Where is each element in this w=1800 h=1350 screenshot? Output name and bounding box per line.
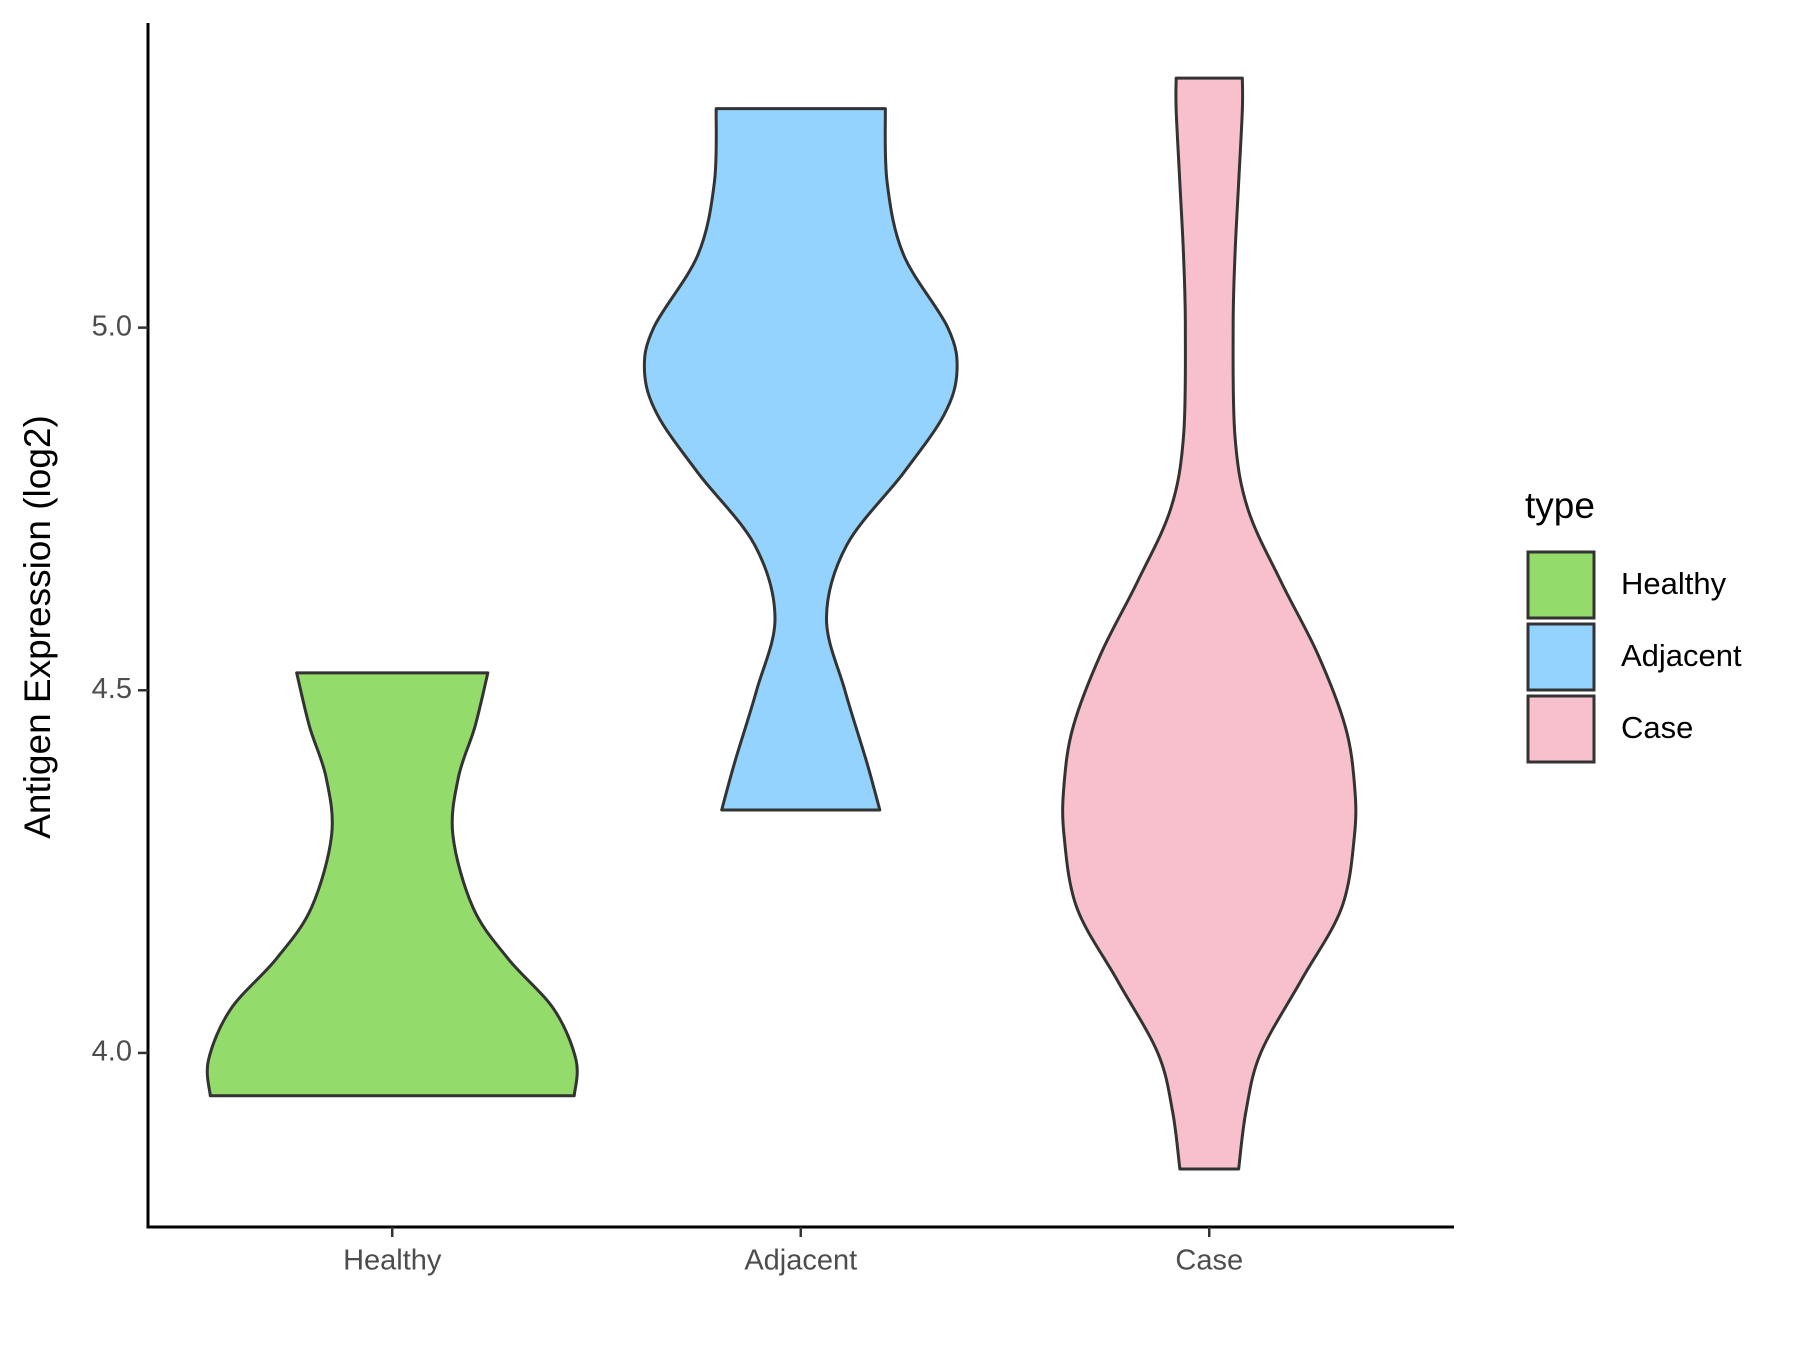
violin (1061, 76, 1358, 1171)
x-tick-label: Healthy (343, 1245, 442, 1277)
y-tick-label: 4.0 (92, 1036, 132, 1068)
legend-title: type (1525, 485, 1595, 526)
legend-key (1526, 550, 1596, 620)
legend-label: Adjacent (1621, 638, 1742, 673)
legend-key (1526, 694, 1596, 764)
legend-label: Healthy (1621, 566, 1727, 601)
x-tick-label: Adjacent (744, 1245, 857, 1277)
legend-label: Case (1621, 710, 1693, 745)
y-axis-title: Antigen Expression (log2) (17, 415, 58, 839)
violin (205, 671, 579, 1098)
violin (642, 107, 959, 812)
x-tick-label: Case (1175, 1245, 1243, 1277)
y-tick-label: 5.0 (92, 310, 132, 342)
legend-key (1526, 622, 1596, 692)
y-tick-label: 4.5 (92, 673, 132, 705)
